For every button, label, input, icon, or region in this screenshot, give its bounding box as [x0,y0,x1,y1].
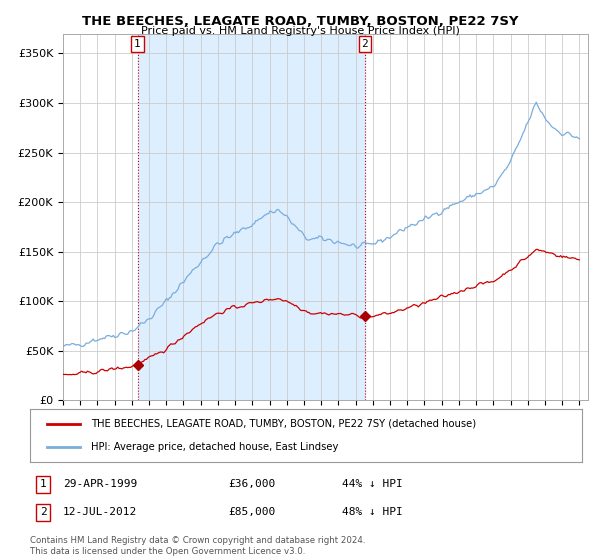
Text: 44% ↓ HPI: 44% ↓ HPI [342,479,403,489]
Text: 2: 2 [362,39,368,49]
Text: 12-JUL-2012: 12-JUL-2012 [63,507,137,517]
Text: Price paid vs. HM Land Registry's House Price Index (HPI): Price paid vs. HM Land Registry's House … [140,26,460,36]
Text: 2: 2 [40,507,47,517]
Text: £36,000: £36,000 [228,479,275,489]
Text: £85,000: £85,000 [228,507,275,517]
Bar [137,34,365,400]
Text: HPI: Average price, detached house, East Lindsey: HPI: Average price, detached house, East… [91,442,338,452]
Text: 1: 1 [134,39,141,49]
Text: THE BEECHES, LEAGATE ROAD, TUMBY, BOSTON, PE22 7SY: THE BEECHES, LEAGATE ROAD, TUMBY, BOSTON… [82,15,518,27]
Text: 29-APR-1999: 29-APR-1999 [63,479,137,489]
Text: THE BEECHES, LEAGATE ROAD, TUMBY, BOSTON, PE22 7SY (detached house): THE BEECHES, LEAGATE ROAD, TUMBY, BOSTON… [91,419,476,429]
Text: 48% ↓ HPI: 48% ↓ HPI [342,507,403,517]
Text: Contains HM Land Registry data © Crown copyright and database right 2024.
This d: Contains HM Land Registry data © Crown c… [30,536,365,556]
Text: 1: 1 [40,479,47,489]
